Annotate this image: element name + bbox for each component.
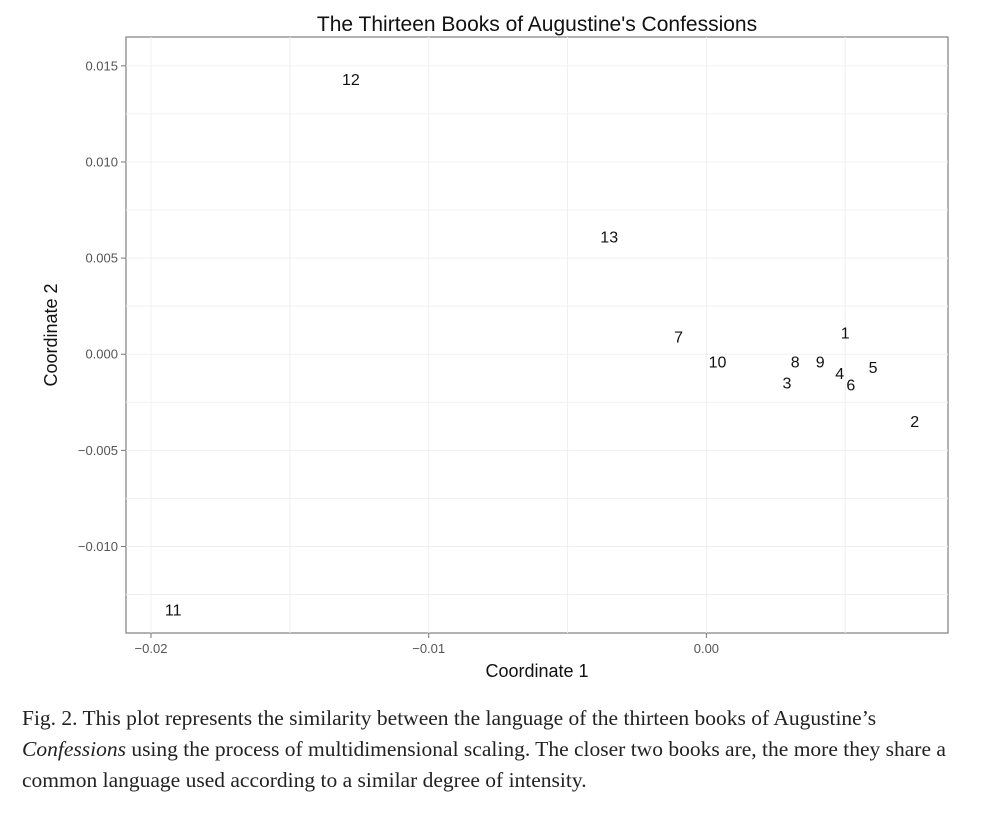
point-label-book-3: 3 xyxy=(782,376,791,393)
y-tick-label: −0.010 xyxy=(78,539,118,554)
plot-panel xyxy=(125,36,949,634)
point-label-book-8: 8 xyxy=(791,354,800,371)
x-axis-ticks: −0.02 −0.01 0.00 xyxy=(135,633,719,656)
y-tick-label: 0.000 xyxy=(85,347,118,362)
point-label-book-9: 9 xyxy=(816,354,825,371)
y-tick-label: 0.010 xyxy=(85,154,118,169)
figure-caption: Fig. 2. This plot represents the similar… xyxy=(22,703,972,796)
x-tick-label: −0.01 xyxy=(412,641,445,656)
x-tick-label: −0.02 xyxy=(135,641,168,656)
y-tick-label: 0.015 xyxy=(85,58,118,73)
x-tick-label: 0.00 xyxy=(694,641,719,656)
point-label-book-2: 2 xyxy=(910,414,919,431)
point-label-book-1: 1 xyxy=(841,326,850,343)
caption-book-title: Confessions xyxy=(22,737,126,761)
y-axis-ticks: 0.015 0.010 0.005 0.000 −0.005 −0.010 xyxy=(78,58,126,554)
x-axis-title: Coordinate 1 xyxy=(485,661,588,681)
point-label-book-7: 7 xyxy=(674,329,683,346)
point-label-book-10: 10 xyxy=(709,354,727,371)
grid-lines xyxy=(126,37,948,633)
caption-text-prefix: Fig. 2. This plot represents the similar… xyxy=(22,706,877,730)
y-tick-label: 0.005 xyxy=(85,251,118,266)
point-label-book-11: 11 xyxy=(165,602,182,619)
point-label-book-6: 6 xyxy=(846,377,855,394)
chart-title: The Thirteen Books of Augustine's Confes… xyxy=(317,13,757,36)
point-label-book-12: 12 xyxy=(342,72,360,89)
caption-text-suffix: using the process of multidimensional sc… xyxy=(22,737,946,792)
y-axis-title: Coordinate 2 xyxy=(41,283,61,386)
scatter-chart: −0.02 −0.01 0.00 0.015 0.010 0.005 0.000 −0.00… xyxy=(41,13,949,681)
y-tick-label: −0.005 xyxy=(78,443,118,458)
point-label-book-4: 4 xyxy=(835,366,844,383)
point-label-book-13: 13 xyxy=(600,229,618,246)
point-label-book-5: 5 xyxy=(869,360,878,377)
